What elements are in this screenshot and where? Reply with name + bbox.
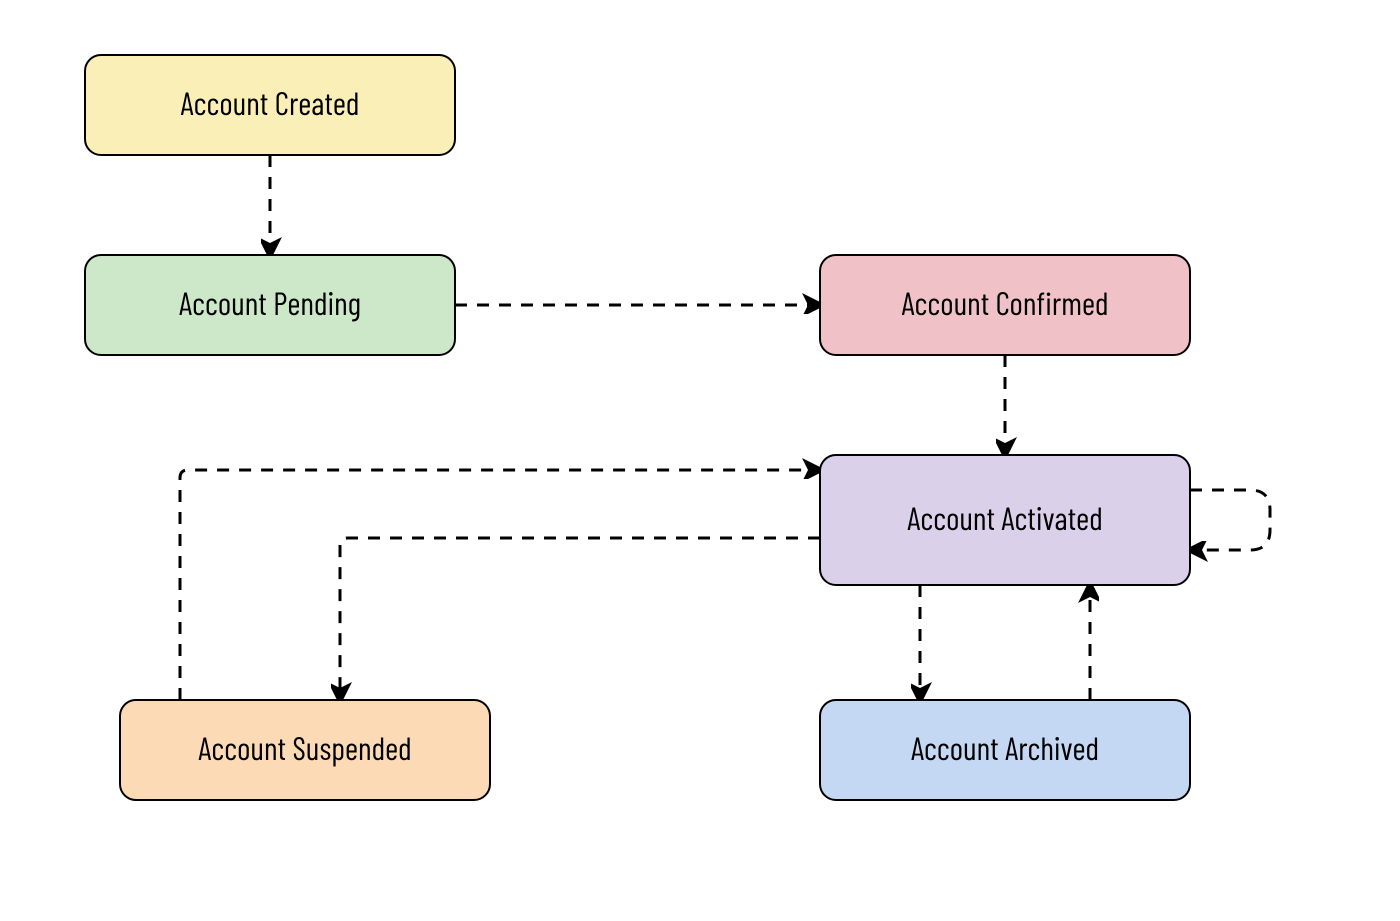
node-archived: Account Archived — [820, 700, 1190, 800]
state-diagram: Account Created Account Pending Account Co… — [0, 0, 1400, 921]
nodes-layer: Account Created Account Pending Account Co… — [85, 55, 1190, 800]
node-label-suspended: Account Suspended — [198, 729, 411, 767]
edge-activated-activated — [1190, 490, 1270, 550]
node-label-created: Account Created — [181, 84, 360, 122]
edges-layer — [180, 155, 1270, 700]
node-label-archived: Account Archived — [911, 729, 1099, 767]
node-label-pending: Account Pending — [179, 284, 361, 322]
node-created: Account Created — [85, 55, 455, 155]
edge-suspended-activated — [180, 470, 820, 700]
node-label-confirmed: Account Confirmed — [901, 284, 1108, 322]
node-pending: Account Pending — [85, 255, 455, 355]
node-suspended: Account Suspended — [120, 700, 490, 800]
node-label-activated: Account Activated — [907, 499, 1103, 537]
node-confirmed: Account Confirmed — [820, 255, 1190, 355]
node-activated: Account Activated — [820, 455, 1190, 585]
edge-activated-suspended — [340, 538, 820, 700]
